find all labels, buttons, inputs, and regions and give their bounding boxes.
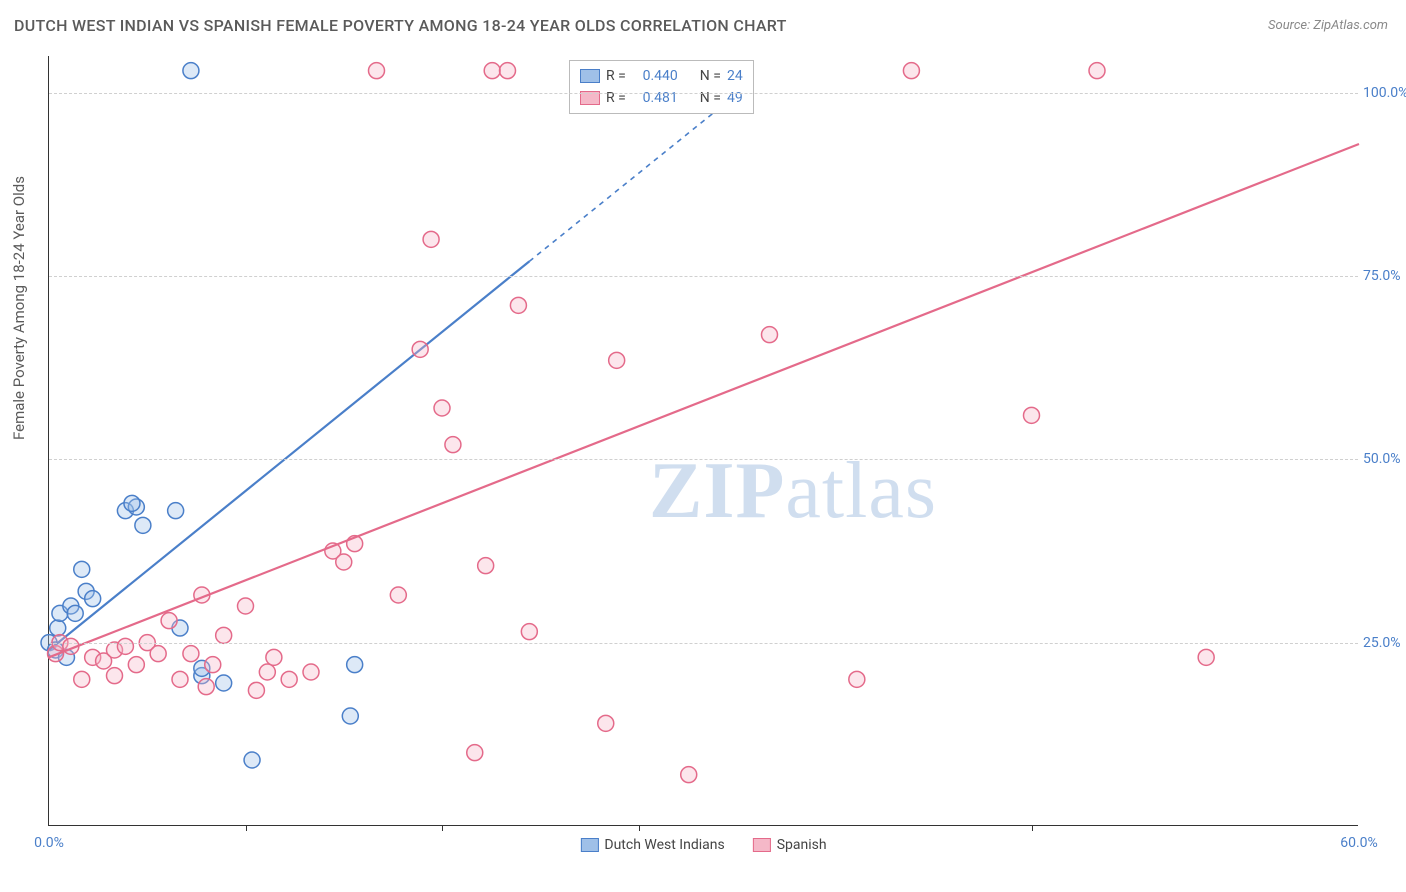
- scatter-point: [266, 649, 282, 665]
- legend-row: R = 0.440 N = 24: [580, 65, 743, 87]
- legend-n-value: 24: [727, 68, 743, 84]
- legend-row: R =0.481N =49: [580, 87, 743, 109]
- legend-correlation: R = 0.440 N = 24 R =0.481N =49: [569, 60, 754, 114]
- scatter-point: [412, 341, 428, 357]
- legend-series: Dutch West Indians Spanish: [580, 837, 826, 853]
- y-axis-label: Female Poverty Among 18-24 Year Olds: [10, 176, 28, 440]
- scatter-point: [609, 352, 625, 368]
- y-tick-label: 75.0%: [1363, 268, 1406, 284]
- scatter-point: [216, 627, 232, 643]
- x-tick-mark: [442, 825, 443, 831]
- scatter-point: [1198, 649, 1214, 665]
- gridline: [49, 276, 1358, 277]
- scatter-point: [161, 613, 177, 629]
- y-tick-label: 100.0%: [1363, 85, 1406, 101]
- legend-item: Spanish: [753, 837, 827, 853]
- scatter-point: [281, 671, 297, 687]
- scatter-point: [168, 503, 184, 519]
- scatter-point: [74, 671, 90, 687]
- scatter-point: [74, 561, 90, 577]
- scatter-point: [478, 558, 494, 574]
- scatter-point: [117, 638, 133, 654]
- scatter-point: [205, 657, 221, 673]
- scatter-point: [762, 327, 778, 343]
- scatter-point: [342, 708, 358, 724]
- scatter-point: [248, 682, 264, 698]
- scatter-point: [67, 605, 83, 621]
- scatter-point: [107, 668, 123, 684]
- legend-r-value: 0.440: [632, 68, 678, 84]
- scatter-point: [183, 646, 199, 662]
- legend-n-label: N =: [700, 68, 721, 84]
- scatter-point: [85, 591, 101, 607]
- x-tick-mark: [1032, 825, 1033, 831]
- x-tick-mark: [639, 825, 640, 831]
- scatter-point: [50, 620, 66, 636]
- scatter-point: [172, 671, 188, 687]
- trend-line: [49, 261, 529, 650]
- scatter-point: [500, 63, 516, 79]
- scatter-point: [369, 63, 385, 79]
- source-attribution: Source: ZipAtlas.com: [1268, 18, 1388, 33]
- scatter-point: [681, 767, 697, 783]
- scatter-point: [467, 745, 483, 761]
- trend-line: [49, 144, 1359, 657]
- scatter-point: [521, 624, 537, 640]
- x-tick-mark: [246, 825, 247, 831]
- scatter-point: [484, 63, 500, 79]
- x-tick-label: 0.0%: [34, 835, 64, 851]
- scatter-plot-svg: [49, 56, 1358, 825]
- y-tick-label: 25.0%: [1363, 635, 1406, 651]
- scatter-point: [244, 752, 260, 768]
- scatter-point: [849, 671, 865, 687]
- scatter-point: [423, 231, 439, 247]
- scatter-point: [1024, 407, 1040, 423]
- scatter-point: [347, 657, 363, 673]
- legend-swatch: [753, 838, 771, 852]
- scatter-point: [124, 495, 140, 511]
- scatter-point: [128, 657, 144, 673]
- x-tick-label: 60.0%: [1340, 835, 1378, 851]
- legend-label: Dutch West Indians: [604, 837, 724, 853]
- scatter-point: [150, 646, 166, 662]
- y-tick-label: 50.0%: [1363, 451, 1406, 467]
- scatter-point: [303, 664, 319, 680]
- legend-r-label: R =: [606, 68, 626, 84]
- legend-swatch: [580, 69, 600, 83]
- scatter-point: [510, 297, 526, 313]
- scatter-point: [216, 675, 232, 691]
- chart-title: DUTCH WEST INDIAN VS SPANISH FEMALE POVE…: [14, 16, 787, 35]
- scatter-point: [1089, 63, 1105, 79]
- legend-swatch: [580, 838, 598, 852]
- scatter-point: [390, 587, 406, 603]
- gridline: [49, 643, 1358, 644]
- scatter-point: [238, 598, 254, 614]
- scatter-point: [445, 437, 461, 453]
- legend-label: Spanish: [777, 837, 827, 853]
- scatter-point: [135, 517, 151, 533]
- scatter-point: [903, 63, 919, 79]
- scatter-point: [259, 664, 275, 680]
- scatter-point: [183, 63, 199, 79]
- scatter-point: [336, 554, 352, 570]
- scatter-point: [434, 400, 450, 416]
- legend-item: Dutch West Indians: [580, 837, 724, 853]
- plot-area: ZIPatlas R =0.440N =24R =0.481N =49 Dutc…: [48, 56, 1358, 826]
- gridline: [49, 459, 1358, 460]
- gridline: [49, 93, 1358, 94]
- scatter-point: [598, 715, 614, 731]
- scatter-point: [198, 679, 214, 695]
